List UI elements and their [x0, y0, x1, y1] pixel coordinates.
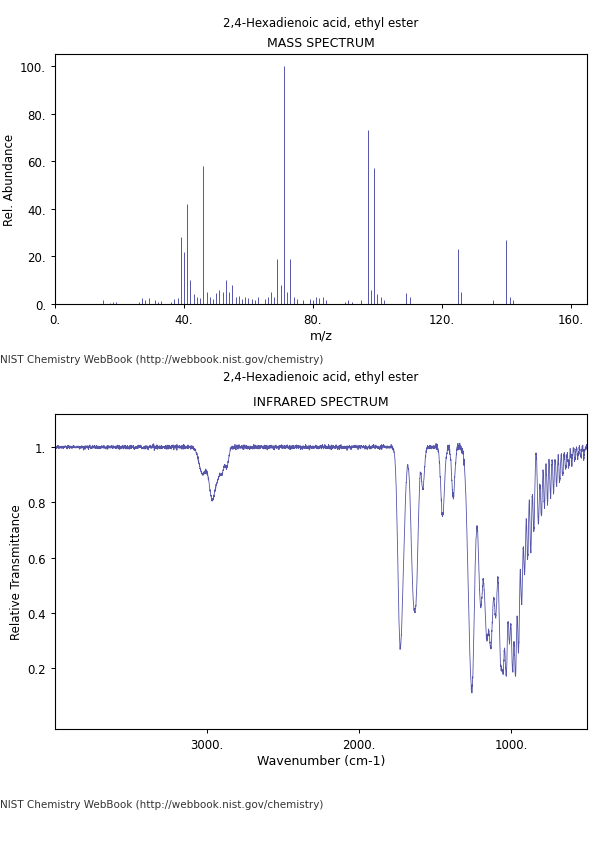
X-axis label: m/z: m/z: [309, 329, 333, 342]
Text: 2,4-Hexadienoic acid, ethyl ester: 2,4-Hexadienoic acid, ethyl ester: [223, 17, 419, 30]
Text: NIST Chemistry WebBook (http://webbook.nist.gov/chemistry): NIST Chemistry WebBook (http://webbook.n…: [0, 799, 323, 809]
Y-axis label: Rel. Abundance: Rel. Abundance: [3, 134, 16, 226]
X-axis label: Wavenumber (cm-1): Wavenumber (cm-1): [257, 754, 385, 767]
Text: MASS SPECTRUM: MASS SPECTRUM: [267, 37, 375, 50]
Text: 2,4-Hexadienoic acid, ethyl ester: 2,4-Hexadienoic acid, ethyl ester: [223, 370, 419, 383]
Y-axis label: Relative Transmittance: Relative Transmittance: [10, 504, 23, 640]
Text: INFRARED SPECTRUM: INFRARED SPECTRUM: [253, 395, 389, 409]
Text: NIST Chemistry WebBook (http://webbook.nist.gov/chemistry): NIST Chemistry WebBook (http://webbook.n…: [0, 355, 323, 364]
